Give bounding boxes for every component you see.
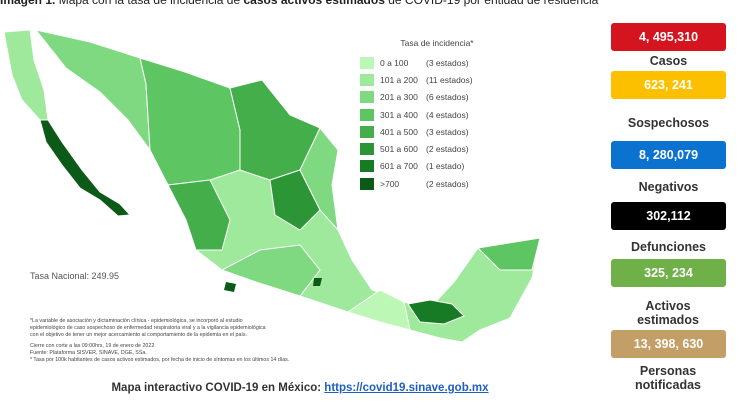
baja-california-sur (39, 119, 132, 217)
legend-count: (2 estados) (426, 144, 469, 155)
legend-swatch (360, 125, 374, 138)
legend-count: (3 estados) (426, 57, 469, 68)
notes: *La variable de asociación y dictaminaci… (30, 318, 360, 364)
legend-swatch (360, 56, 374, 69)
sm-dark (313, 278, 322, 286)
yucatan (476, 237, 541, 271)
legend-row: 0 a 100 (3 estados) (360, 54, 490, 71)
stat-value: 623, 241 (611, 71, 726, 99)
legend-label: >700 (380, 178, 400, 189)
legend-count: (2 estados) (426, 178, 469, 189)
centro (220, 244, 321, 297)
legend-row: 201 a 300 (6 estados) (360, 89, 490, 106)
tabasco (407, 299, 465, 325)
note-line: con el objetivo de tener un mejor acerca… (30, 332, 248, 339)
baja-california (3, 29, 49, 121)
title-part: de COVID-19 por entidad de residencia (384, 0, 599, 7)
note-line: *La variable de asociación y dictaminaci… (30, 318, 243, 324)
legend-title: Tasa de incidencia* (400, 38, 474, 48)
legend-label: 601 a 700 (380, 161, 418, 172)
stat-label: Personas notificadas (635, 364, 701, 392)
legend-row: 601 a 700 (1 estado) (360, 158, 490, 175)
legend-row: >700 (2 estados) (360, 175, 490, 192)
legend-swatch (360, 160, 374, 173)
legend-count: (3 estados) (426, 126, 469, 137)
stat-value: 302,112 (611, 202, 726, 230)
legend-label: 501 a 600 (380, 144, 418, 155)
stat-label: Negativos (638, 180, 699, 194)
note-line: Fuente: Plataforma SISVER, SINAVE, DGE, … (30, 349, 147, 356)
stat-value: 4, 495,310 (611, 23, 726, 51)
oaxaca (346, 289, 411, 331)
legend-count: (4 estados) (426, 109, 469, 120)
title: Imagen 1. Mapa con la tasa de incidencia… (0, 0, 598, 7)
sinaloa (167, 179, 231, 251)
stat-value: 325, 234 (611, 259, 726, 287)
tamaulipas (299, 127, 339, 232)
legend-label: 301 a 400 (380, 109, 418, 120)
national-rate: Tasa Nacional: 249.95 (30, 271, 120, 281)
title-part: Imagen 1. (0, 0, 56, 7)
legend-swatch (360, 73, 374, 86)
chihuahua (139, 57, 241, 186)
legend-row: 101 a 200 (11 estados) (360, 71, 490, 88)
title-part: Mapa con la tasa de incidencia de (55, 0, 244, 7)
footer: Mapa interactivo COVID-19 en México: htt… (0, 382, 600, 394)
legend-label: 401 a 500 (380, 126, 418, 137)
colima (224, 282, 236, 292)
legend: Tasa de incidencia* 0 a 100 (3 estados) 101… (360, 38, 490, 192)
legend-row: 401 a 500 (3 estados) (360, 123, 490, 140)
legend-label: 201 a 300 (380, 92, 418, 103)
footer-text: Mapa interactivo COVID-19 en México: (111, 382, 322, 394)
footer-link[interactable]: https://covid19.sinave.gob.mx (324, 382, 489, 394)
legend-label: 0 a 100 (380, 57, 409, 68)
legend-count: (6 estados) (426, 92, 469, 103)
map (3, 29, 541, 343)
title-part: casos activos estimados (243, 0, 385, 7)
note-line: * Tasa por 100k habitantes de casos acti… (30, 357, 290, 364)
stat-label: Casos (649, 54, 688, 68)
stat-label: Sospechosos (627, 116, 710, 130)
stat-label: Defunciones (630, 240, 706, 254)
legend-swatch (360, 91, 374, 104)
legend-label: 101 a 200 (380, 74, 418, 85)
note-line: epidemiológico de caso sospechoso de enf… (30, 325, 266, 332)
stat-label: Activos estimados (637, 299, 699, 327)
stat-value: 13, 398, 630 (611, 330, 726, 358)
note-line: Cierre con corte a las 09:00hrs, 19 de e… (30, 342, 155, 349)
legend-row: 501 a 600 (2 estados) (360, 140, 490, 157)
legend-row: 301 a 400 (4 estados) (360, 106, 490, 123)
legend-count: (11 estados) (426, 74, 473, 85)
stat-value: 8, 280,079 (611, 141, 726, 169)
legend-swatch (360, 108, 374, 121)
legend-count: (1 estado) (426, 161, 465, 172)
legend-swatch (360, 177, 374, 190)
legend-swatch (360, 143, 374, 156)
